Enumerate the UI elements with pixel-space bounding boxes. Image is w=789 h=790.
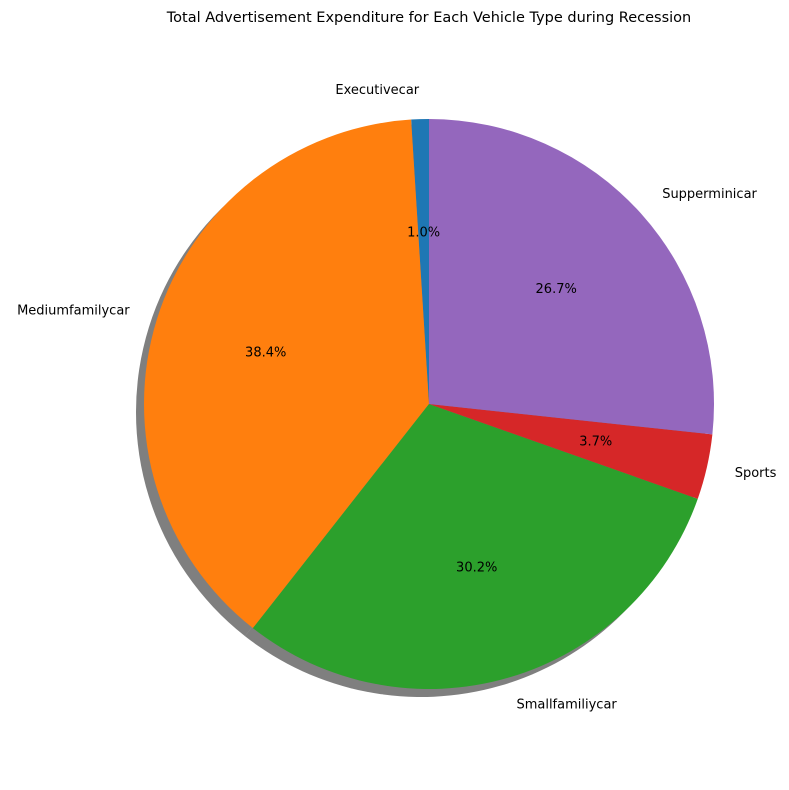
slice-labels: Executivecar Mediumfamilycar Smallfamiliyc… [17,83,777,712]
pie-slice-smallfamiliycar [252,404,698,690]
pie-slice-sports [429,404,713,499]
pct-label-mediumfamilycar: 38.4% [245,346,286,361]
slice-label-sports: Sports [735,466,777,481]
chart-title: Total Advertisement Expenditure for Each… [166,10,691,26]
pct-label-sports: 3.7% [579,434,612,449]
pct-label-supperminicar: 26.7% [536,282,577,297]
slice-label-executivecar: Executivecar [335,83,419,98]
pie-slice-supperminicar [429,119,714,435]
slice-label-mediumfamilycar: Mediumfamilycar [17,303,130,318]
percentage-labels: 1.0% 38.4% 30.2% 3.7% 26.7% [245,226,612,576]
pie-slice-executivecar [411,119,429,404]
pie-slice-mediumfamilycar [143,119,430,629]
pct-label-smallfamiliycar: 30.2% [456,561,497,576]
slice-label-supperminicar: Supperminicar [662,187,757,202]
pie-slices [143,119,714,690]
slice-label-smallfamiliycar: Smallfamiliycar [516,698,617,713]
pct-label-executivecar: 1.0% [407,226,440,241]
